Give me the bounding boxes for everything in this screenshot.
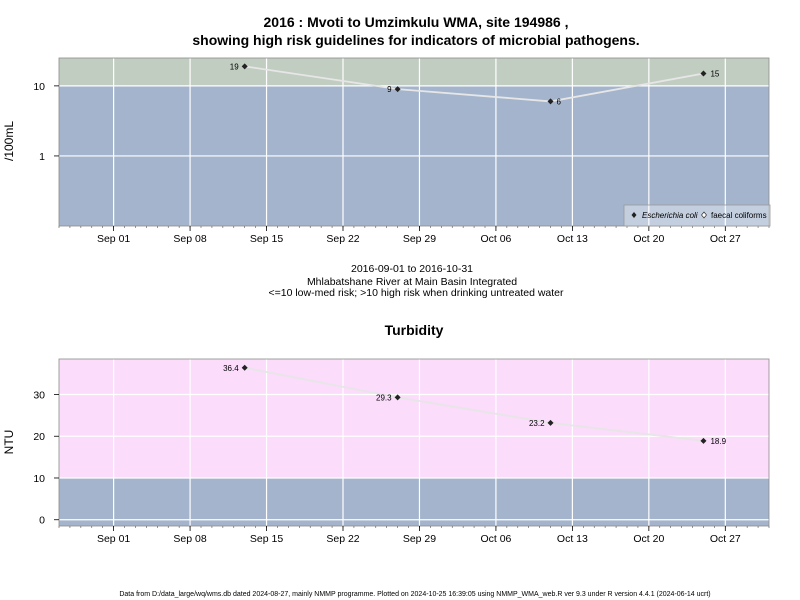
chart2-xtick-label: Oct 13: [557, 533, 588, 545]
chart2-xtick-label: Oct 27: [710, 533, 741, 545]
chart1-xtick-label: Oct 13: [557, 233, 588, 245]
chart2-frame: [58, 358, 770, 527]
chart1-subtitle-risk-note: <=10 low-med risk; >10 high risk when dr…: [268, 287, 564, 299]
chart1-ytick-label: 10: [33, 81, 45, 93]
chart2-band-1: [59, 477, 769, 526]
chart1-point-2: [394, 86, 401, 93]
legend-marker-ecoli-icon: [631, 212, 637, 218]
chart2-data-label-3: 23.2: [529, 419, 545, 428]
chart2-point-2: [394, 394, 401, 401]
chart2-title: Turbidity: [385, 322, 444, 338]
chart2-ytick-label: 30: [33, 389, 45, 401]
chart1-series-line-1: [244, 65, 704, 103]
chart2-band-2: [59, 359, 769, 478]
chart1-xtick-label: Sep 15: [250, 233, 283, 245]
chart1-subtitle-site: Mhlabatshane River at Main Basin Integra…: [307, 276, 517, 288]
chart1-data-label-1: 19: [230, 62, 239, 71]
chart1-xtick-label: Sep 08: [173, 233, 206, 245]
chart1-data-label-4: 15: [710, 70, 719, 79]
chart2-point-4: [700, 437, 707, 444]
chart1-xtick-label: Oct 06: [480, 233, 511, 245]
chart2-point-1: [241, 364, 248, 371]
chart2-ytick-label: 0: [39, 515, 45, 527]
chart2-data-label-2: 29.3: [376, 393, 392, 402]
chart1-data-label-2: 9: [387, 85, 392, 94]
chart1-xtick-label: Sep 01: [97, 233, 130, 245]
chart1-xtick-label: Oct 20: [633, 233, 664, 245]
chart1-point-3: [547, 98, 554, 105]
chart1-ytick-label: 1: [39, 151, 45, 163]
chart2-data-label-4: 18.9: [710, 437, 726, 446]
chart2-xtick-label: Oct 20: [633, 533, 664, 545]
chart2-xtick-label: Sep 08: [173, 533, 206, 545]
chart1-point-4: [700, 70, 707, 77]
chart1-point-1: [241, 63, 248, 70]
chart1-plot-area: Sep 01 Sep 08 Sep 15 Sep 22 Sep 29 Oct 06 Oct …: [33, 57, 770, 245]
chart2-xtick-label: Sep 15: [250, 533, 283, 545]
chart1-xtick-label: Sep 29: [403, 233, 436, 245]
chart1-frame: [58, 57, 770, 227]
chart1-xtick-label: Oct 27: [710, 233, 741, 245]
chart1-band-2: [59, 58, 769, 86]
chart2-xtick-label: Sep 22: [326, 533, 359, 545]
chart1-xtick-label: Sep 22: [326, 233, 359, 245]
chart1-legend: Escherichia coli faecal coliforms: [623, 204, 771, 227]
legend-label-faecal: faecal coliforms: [711, 211, 767, 220]
chart2-point-3: [547, 419, 554, 426]
legend-label-ecoli: Escherichia coli: [642, 211, 698, 220]
chart1-ylabel: /100mL: [2, 121, 16, 161]
chart2-xtick-label: Sep 01: [97, 533, 130, 545]
legend-box: [623, 204, 771, 227]
chart2-ytick-label: 20: [33, 431, 45, 443]
chart2-plot-area: Sep 01 Sep 08 Sep 15 Sep 22 Sep 29 Oct 06 Oct …: [33, 358, 770, 545]
chart1-subtitle-date-range: 2016-09-01 to 2016-10-31: [351, 263, 473, 275]
chart2-ylabel: NTU: [2, 430, 16, 455]
chart2-xtick-label: Oct 06: [480, 533, 511, 545]
footer-note: Data from D:/data_large/wq/wms.db dated …: [119, 591, 710, 598]
chart2-xtick-label: Sep 29: [403, 533, 436, 545]
chart2-series-line-1: [244, 366, 704, 442]
legend-marker-faecal-icon: [701, 211, 707, 219]
chart1-title-line2: showing high risk guidelines for indicat…: [192, 32, 639, 48]
chart1-title-line1: 2016 : Mvoti to Umzimkulu WMA, site 1949…: [264, 14, 569, 30]
chart2-ytick-label: 10: [33, 473, 45, 485]
chart2-data-label-1: 36.4: [223, 364, 239, 373]
chart1-data-label-3: 6: [557, 97, 562, 106]
